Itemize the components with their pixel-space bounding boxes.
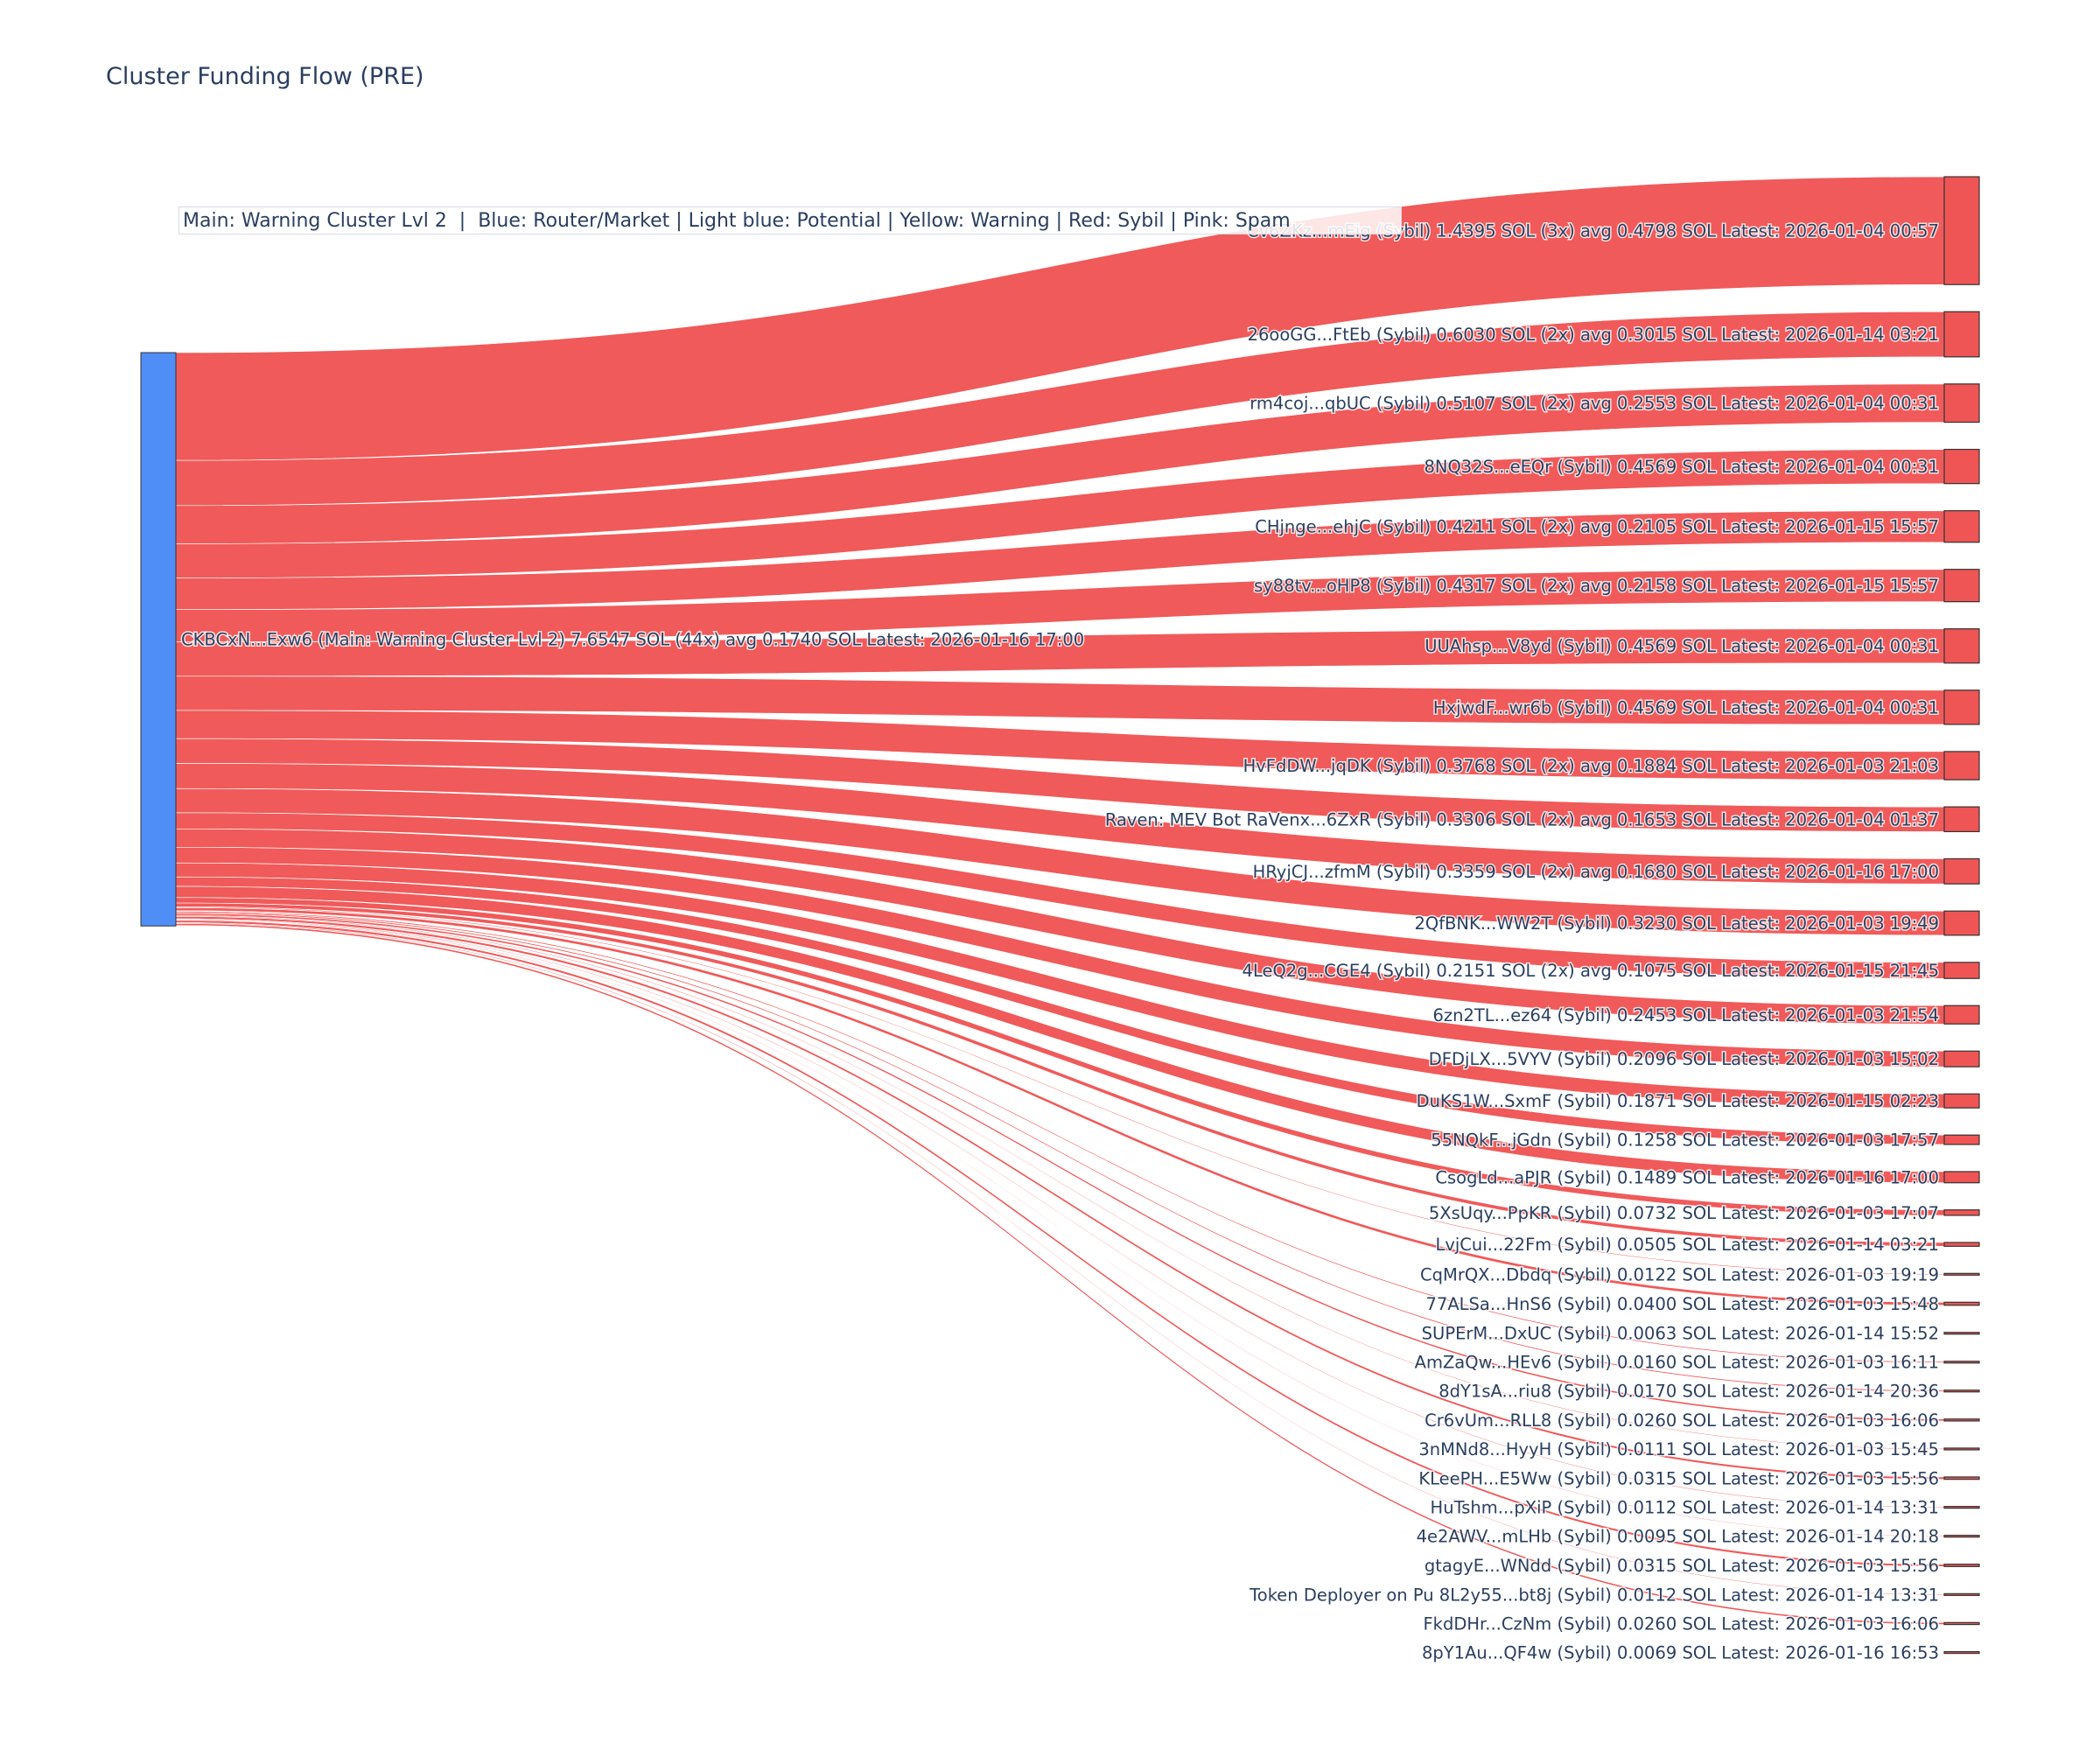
target-node-label-11: 2QfBNK...WW2T (Sybil) 0.3230 SOL Latest:… <box>1414 914 1939 934</box>
target-node-18[interactable] <box>1943 1209 1980 1216</box>
target-node-6[interactable] <box>1943 628 1980 664</box>
target-node-label-32: FkdDHr...CzNm (Sybil) 0.0260 SOL Latest:… <box>1423 1614 1939 1634</box>
target-node-2[interactable] <box>1943 383 1980 424</box>
target-node-19[interactable] <box>1943 1242 1980 1247</box>
target-node-27[interactable] <box>1943 1476 1980 1480</box>
target-node-label-27: KLeePH...E5Ww (Sybil) 0.0315 SOL Latest:… <box>1418 1468 1939 1488</box>
target-node-32[interactable] <box>1943 1621 1980 1626</box>
target-node-label-20: CqMrQX...Dbdq (Sybil) 0.0122 SOL Latest:… <box>1420 1264 1939 1284</box>
target-node-14[interactable] <box>1943 1050 1980 1068</box>
target-node-label-26: 3nMNd8...HyyH (Sybil) 0.0111 SOL Latest:… <box>1418 1439 1939 1460</box>
target-node-33[interactable] <box>1943 1650 1980 1655</box>
legend-annotation: Main: Warning Cluster Lvl 2 | Blue: Rout… <box>178 206 1402 234</box>
target-node-17[interactable] <box>1943 1171 1980 1184</box>
target-node-label-19: LvjCui...22Fm (Sybil) 0.0505 SOL Latest:… <box>1435 1235 1939 1255</box>
target-node-label-18: 5XsUqy...PpKR (Sybil) 0.0732 SOL Latest:… <box>1429 1203 1939 1223</box>
target-node-label-7: HxjwdF...wr6b (Sybil) 0.4569 SOL Latest:… <box>1433 697 1939 718</box>
target-node-label-13: 6zn2TL...ez64 (Sybil) 0.2453 SOL Latest:… <box>1432 1005 1939 1026</box>
target-node-label-31: Token Deployer on Pu 8L2y55...bt8j (Sybi… <box>1249 1585 1939 1605</box>
target-node-label-4: CHjnge...ehjC (Sybil) 0.4211 SOL (2x) av… <box>1255 517 1939 537</box>
target-node-15[interactable] <box>1943 1093 1980 1109</box>
target-node-31[interactable] <box>1943 1592 1980 1596</box>
chart-title: Cluster Funding Flow (PRE) <box>106 63 424 90</box>
target-node-12[interactable] <box>1943 962 1980 979</box>
target-node-label-22: SUPErM...DxUC (Sybil) 0.0063 SOL Latest:… <box>1422 1324 1939 1344</box>
target-node-label-25: Cr6vUm...RLL8 (Sybil) 0.0260 SOL Latest:… <box>1424 1410 1939 1431</box>
target-node-label-28: HuTshm...pXiP (Sybil) 0.0112 SOL Latest:… <box>1431 1498 1939 1518</box>
target-node-13[interactable] <box>1943 1004 1980 1025</box>
target-node-label-15: DuKS1W...SxmF (Sybil) 0.1871 SOL Latest:… <box>1417 1091 1939 1111</box>
target-node-1[interactable] <box>1943 311 1980 358</box>
target-node-8[interactable] <box>1943 751 1980 780</box>
target-node-label-12: 4LeQ2g...CGE4 (Sybil) 0.2151 SOL (2x) av… <box>1242 961 1939 981</box>
target-node-25[interactable] <box>1943 1418 1980 1422</box>
target-node-label-23: AmZaQw...HEv6 (Sybil) 0.0160 SOL Latest:… <box>1415 1353 1939 1373</box>
target-node-label-30: gtagyE...WNdd (Sybil) 0.0315 SOL Latest:… <box>1424 1556 1939 1576</box>
target-node-label-24: 8dY1sA...riu8 (Sybil) 0.0170 SOL Latest:… <box>1438 1382 1939 1402</box>
target-node-28[interactable] <box>1943 1506 1980 1509</box>
target-node-26[interactable] <box>1943 1447 1980 1451</box>
target-node-10[interactable] <box>1943 858 1980 885</box>
target-node-9[interactable] <box>1943 806 1980 833</box>
target-node-3[interactable] <box>1943 448 1980 485</box>
target-node-22[interactable] <box>1943 1332 1980 1335</box>
target-node-24[interactable] <box>1943 1390 1980 1393</box>
nodes-layer <box>140 176 1980 1655</box>
target-node-label-29: 4e2AWV...mLHb (Sybil) 0.0095 SOL Latest:… <box>1417 1527 1939 1547</box>
target-node-20[interactable] <box>1943 1272 1980 1276</box>
labels-layer: Cv6ZKz...mEig (Sybil) 1.4395 SOL (3x) av… <box>180 220 1941 1664</box>
target-node-11[interactable] <box>1943 910 1980 936</box>
target-node-label-16: 55NQkF...jGdn (Sybil) 0.1258 SOL Latest:… <box>1431 1130 1939 1151</box>
target-node-4[interactable] <box>1943 510 1980 543</box>
target-node-label-1: 26ooGG...FtEb (Sybil) 0.6030 SOL (2x) av… <box>1248 325 1939 345</box>
target-node-label-5: sy88tv...oHP8 (Sybil) 0.4317 SOL (2x) av… <box>1254 576 1939 596</box>
source-node-label: CKBCxN...Exw6 (Main: Warning Cluster Lvl… <box>181 630 1084 650</box>
target-node-5[interactable] <box>1943 569 1980 603</box>
target-node-30[interactable] <box>1943 1564 1980 1567</box>
target-node-label-14: DFDjLX...5VYV (Sybil) 0.2096 SOL Latest:… <box>1429 1049 1939 1069</box>
target-node-label-33: 8pY1Au...QF4w (Sybil) 0.0069 SOL Latest:… <box>1422 1643 1939 1663</box>
target-node-label-6: UUAhsp...V8yd (Sybil) 0.4569 SOL Latest:… <box>1424 636 1939 656</box>
links-layer <box>175 176 1945 1654</box>
source-node[interactable] <box>140 352 177 927</box>
target-node-label-2: rm4coj...qbUC (Sybil) 0.5107 SOL (2x) av… <box>1250 394 1939 414</box>
target-node-label-10: HRyjCJ...zfmM (Sybil) 0.3359 SOL (2x) av… <box>1253 862 1939 882</box>
target-node-7[interactable] <box>1943 690 1980 725</box>
target-node-16[interactable] <box>1943 1134 1980 1145</box>
target-node-29[interactable] <box>1943 1535 1980 1538</box>
target-node-23[interactable] <box>1943 1361 1980 1364</box>
target-node-label-21: 77ALSa...HnS6 (Sybil) 0.0400 SOL Latest:… <box>1426 1294 1939 1314</box>
target-node-label-8: HvFdDW...jqDK (Sybil) 0.3768 SOL (2x) av… <box>1243 756 1939 776</box>
target-node-21[interactable] <box>1943 1301 1980 1306</box>
target-node-label-17: CsogLd...aPJR (Sybil) 0.1489 SOL Latest:… <box>1435 1167 1939 1187</box>
target-node-0[interactable] <box>1943 176 1980 285</box>
target-node-label-9: Raven: MEV Bot RaVenx...6ZxR (Sybil) 0.3… <box>1105 809 1939 830</box>
target-node-label-3: 8NQ32S...eEQr (Sybil) 0.4569 SOL Latest:… <box>1424 457 1939 477</box>
